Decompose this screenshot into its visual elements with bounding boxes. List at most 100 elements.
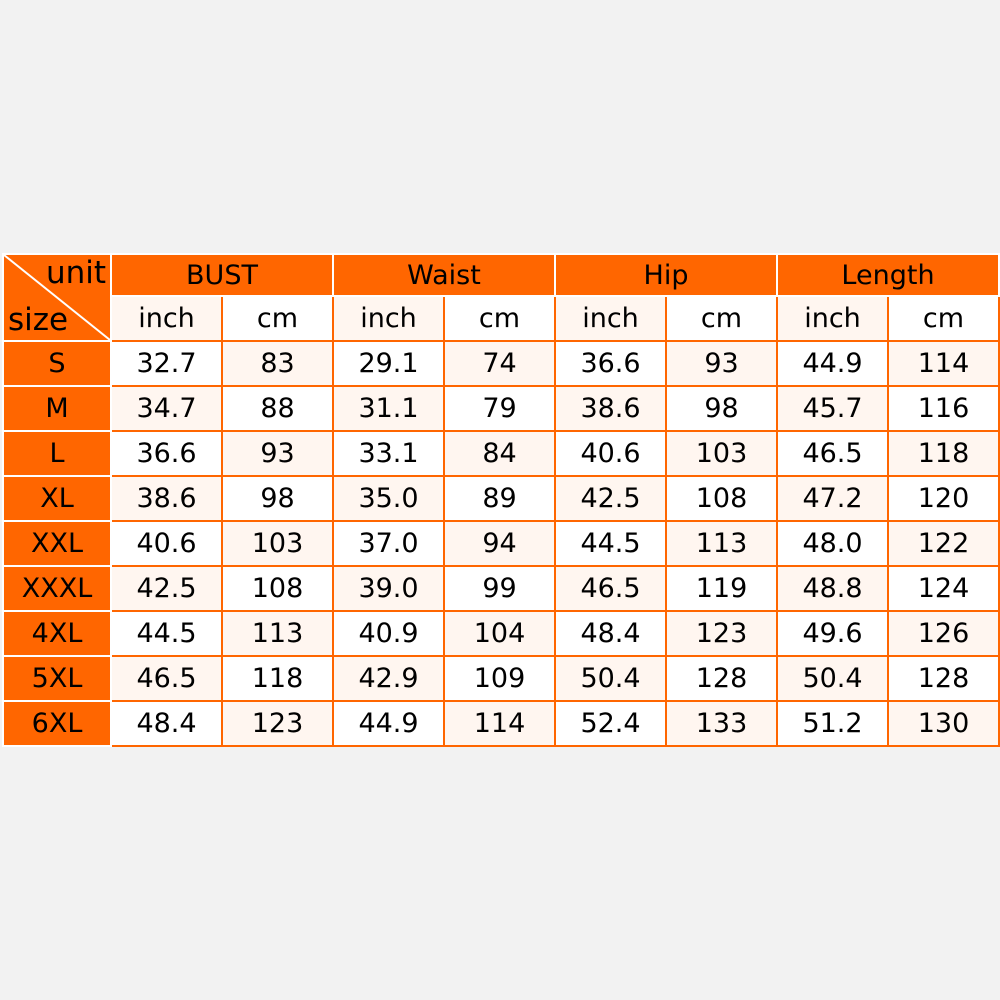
unit-header-cm: cm	[221, 295, 334, 342]
table-cell: 74	[443, 340, 556, 387]
size-chart: unit size BUST Waist Hip Length inch cm in…	[2, 253, 1000, 747]
table-cell: 98	[665, 385, 778, 432]
table-cell: 34.7	[110, 385, 223, 432]
table-cell: 48.4	[554, 610, 667, 657]
table-cell: 44.9	[776, 340, 889, 387]
table-cell: 133	[665, 700, 778, 747]
table-cell: 93	[665, 340, 778, 387]
unit-header-cm: cm	[443, 295, 556, 342]
table-cell: 49.6	[776, 610, 889, 657]
table-cell: 52.4	[554, 700, 667, 747]
table-cell: 46.5	[776, 430, 889, 477]
table-row: 6XL 48.4 123 44.9 114 52.4 133 51.2 130	[2, 700, 1000, 747]
table-row: 4XL 44.5 113 40.9 104 48.4 123 49.6 126	[2, 610, 1000, 657]
unit-header-inch: inch	[110, 295, 223, 342]
table-cell: 79	[443, 385, 556, 432]
size-label: 6XL	[2, 700, 112, 747]
table-cell: 36.6	[110, 430, 223, 477]
table-cell: 128	[887, 655, 1000, 702]
size-label: M	[2, 385, 112, 432]
corner-size-label: size	[8, 302, 69, 338]
size-label: 5XL	[2, 655, 112, 702]
diagonal-line	[4, 255, 110, 340]
group-header-bust: BUST	[110, 253, 334, 297]
size-label: 4XL	[2, 610, 112, 657]
table-cell: 48.8	[776, 565, 889, 612]
table-cell: 94	[443, 520, 556, 567]
table-cell: 124	[887, 565, 1000, 612]
table-cell: 83	[221, 340, 334, 387]
table-cell: 123	[221, 700, 334, 747]
table-cell: 108	[665, 475, 778, 522]
size-table: unit size BUST Waist Hip Length inch cm in…	[2, 253, 1000, 747]
corner-unit-label: unit	[45, 255, 106, 291]
table-cell: 36.6	[554, 340, 667, 387]
table-cell: 48.4	[110, 700, 223, 747]
table-cell: 98	[221, 475, 334, 522]
corner-cell: unit size	[2, 253, 112, 342]
table-cell: 108	[221, 565, 334, 612]
table-row: L 36.6 93 33.1 84 40.6 103 46.5 118	[2, 430, 1000, 477]
table-cell: 84	[443, 430, 556, 477]
table-cell: 123	[665, 610, 778, 657]
table-cell: 88	[221, 385, 334, 432]
table-cell: 42.5	[554, 475, 667, 522]
table-cell: 128	[665, 655, 778, 702]
table-cell: 38.6	[554, 385, 667, 432]
table-cell: 116	[887, 385, 1000, 432]
table-row: M 34.7 88 31.1 79 38.6 98 45.7 116	[2, 385, 1000, 432]
table-cell: 40.9	[332, 610, 445, 657]
table-cell: 103	[665, 430, 778, 477]
table-cell: 44.5	[110, 610, 223, 657]
table-row: 5XL 46.5 118 42.9 109 50.4 128 50.4 128	[2, 655, 1000, 702]
table-cell: 118	[221, 655, 334, 702]
table-cell: 103	[221, 520, 334, 567]
table-cell: 46.5	[110, 655, 223, 702]
table-cell: 35.0	[332, 475, 445, 522]
table-cell: 47.2	[776, 475, 889, 522]
size-label: XXXL	[2, 565, 112, 612]
unit-header-inch: inch	[554, 295, 667, 342]
table-cell: 29.1	[332, 340, 445, 387]
table-cell: 50.4	[554, 655, 667, 702]
table-cell: 39.0	[332, 565, 445, 612]
unit-header-cm: cm	[665, 295, 778, 342]
unit-header-inch: inch	[776, 295, 889, 342]
table-cell: 130	[887, 700, 1000, 747]
table-cell: 104	[443, 610, 556, 657]
group-header-length: Length	[776, 253, 1000, 297]
table-cell: 114	[887, 340, 1000, 387]
table-row: S 32.7 83 29.1 74 36.6 93 44.9 114	[2, 340, 1000, 387]
table-cell: 31.1	[332, 385, 445, 432]
table-cell: 113	[221, 610, 334, 657]
table-cell: 109	[443, 655, 556, 702]
table-cell: 42.5	[110, 565, 223, 612]
table-cell: 113	[665, 520, 778, 567]
table-cell: 38.6	[110, 475, 223, 522]
table-cell: 46.5	[554, 565, 667, 612]
group-header-hip: Hip	[554, 253, 778, 297]
table-cell: 119	[665, 565, 778, 612]
table-cell: 118	[887, 430, 1000, 477]
table-cell: 114	[443, 700, 556, 747]
group-header-row: unit size BUST Waist Hip Length	[2, 253, 1000, 342]
table-cell: 93	[221, 430, 334, 477]
table-row: XXL 40.6 103 37.0 94 44.5 113 48.0 122	[2, 520, 1000, 567]
table-cell: 37.0	[332, 520, 445, 567]
table-cell: 45.7	[776, 385, 889, 432]
table-cell: 48.0	[776, 520, 889, 567]
table-row: XXXL 42.5 108 39.0 99 46.5 119 48.8 124	[2, 565, 1000, 612]
table-cell: 120	[887, 475, 1000, 522]
size-label: XXL	[2, 520, 112, 567]
unit-header-row: inch cm inch cm inch cm inch cm	[3, 295, 1000, 342]
size-label: XL	[2, 475, 112, 522]
table-cell: 42.9	[332, 655, 445, 702]
unit-header-inch: inch	[332, 295, 445, 342]
table-cell: 122	[887, 520, 1000, 567]
group-header-waist: Waist	[332, 253, 556, 297]
table-cell: 99	[443, 565, 556, 612]
table-cell: 33.1	[332, 430, 445, 477]
table-row: XL 38.6 98 35.0 89 42.5 108 47.2 120	[2, 475, 1000, 522]
unit-header-cm: cm	[887, 295, 1000, 342]
table-cell: 32.7	[110, 340, 223, 387]
